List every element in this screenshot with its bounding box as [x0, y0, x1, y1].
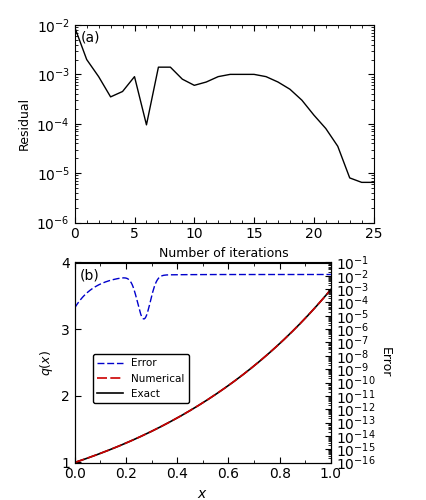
- Numerical: [193, 404, 199, 409]
- Exact: [328, 286, 333, 292]
- Text: (a): (a): [81, 31, 100, 45]
- Error: [305, 272, 310, 278]
- Exact: [72, 460, 77, 466]
- Numerical: [72, 460, 77, 466]
- Y-axis label: $q(x)$: $q(x)$: [38, 350, 55, 376]
- Numerical: [322, 294, 327, 300]
- Exact: [210, 393, 216, 399]
- Error: [73, 304, 78, 310]
- X-axis label: $x$: $x$: [197, 487, 208, 500]
- Y-axis label: Residual: Residual: [18, 97, 31, 150]
- Exact: [282, 336, 287, 342]
- X-axis label: Number of iterations: Number of iterations: [159, 247, 288, 260]
- Text: (b): (b): [80, 268, 99, 282]
- Numerical: [224, 384, 229, 390]
- Numerical: [282, 336, 287, 342]
- Error: [225, 272, 230, 278]
- Legend: Error, Numerical, Exact: Error, Numerical, Exact: [92, 354, 188, 403]
- Error: [229, 272, 234, 278]
- Error: [328, 272, 333, 278]
- Error: [224, 272, 229, 278]
- Error: [141, 316, 147, 322]
- Exact: [193, 404, 199, 409]
- Exact: [322, 294, 327, 300]
- Numerical: [195, 403, 200, 409]
- Y-axis label: Error: Error: [378, 348, 391, 378]
- Line: Error: Error: [75, 274, 330, 319]
- Error: [288, 272, 294, 278]
- Exact: [195, 403, 200, 409]
- Numerical: [328, 286, 333, 292]
- Numerical: [210, 393, 216, 399]
- Line: Exact: Exact: [75, 290, 330, 463]
- Exact: [224, 384, 229, 390]
- Error: [72, 305, 77, 311]
- Line: Numerical: Numerical: [75, 290, 330, 463]
